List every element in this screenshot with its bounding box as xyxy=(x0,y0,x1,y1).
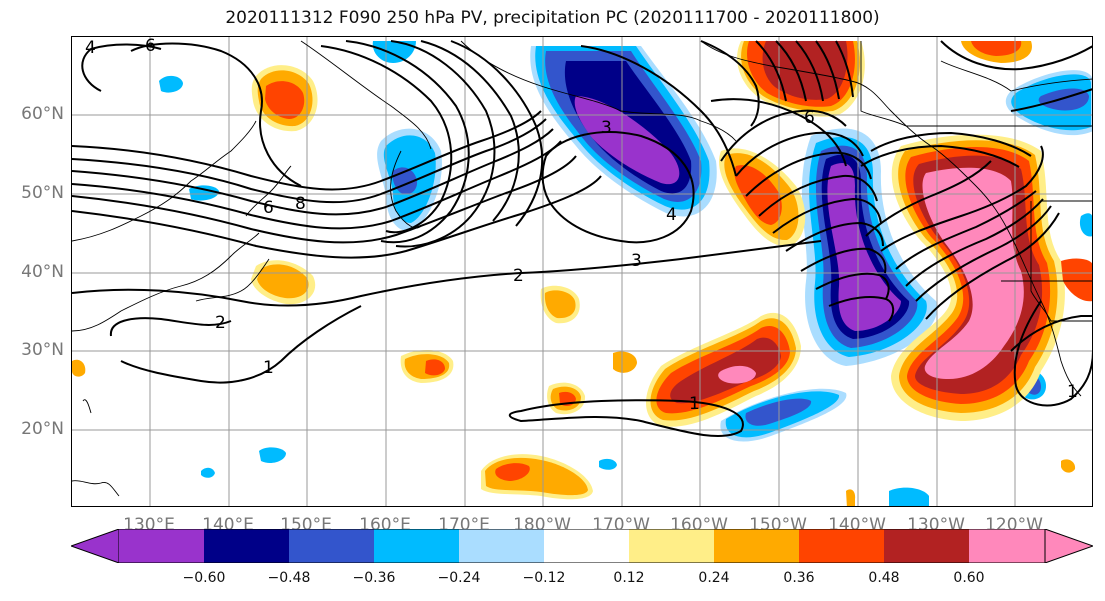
colorbar-tick: −0.36 xyxy=(352,570,396,586)
lat-label-50n: 50°N xyxy=(21,183,64,203)
colorbar-bin xyxy=(119,529,204,563)
coastlines xyxy=(72,40,1092,497)
lat-label-20n: 20°N xyxy=(21,419,64,439)
colorbar-tick: 0.48 xyxy=(868,570,900,586)
contour-label-2-center: 2 xyxy=(513,266,524,286)
colorbar-tick: 0.60 xyxy=(953,570,985,586)
colorbar-tick: 0.36 xyxy=(783,570,815,586)
colorbar-tick: 0.12 xyxy=(613,570,645,586)
map-canvas: 2 3 1 1 2 8 6 4 6 6 3 4 1 xyxy=(72,37,1092,506)
colorbar-bin xyxy=(799,529,884,563)
colorbar-bin xyxy=(459,529,544,563)
colorbar-tick: −0.60 xyxy=(182,570,226,586)
colorbar-tick: −0.24 xyxy=(437,570,481,586)
colorbar-bin xyxy=(629,529,714,563)
contour-label-1-west: 1 xyxy=(263,358,274,378)
colorbar-tick: 0.24 xyxy=(698,570,730,586)
colorbar-extend-low xyxy=(71,529,120,563)
lat-label-30n: 30°N xyxy=(21,340,64,360)
graticule xyxy=(72,37,1092,506)
contour-label-1-sub: 1 xyxy=(689,394,700,414)
colorbar-extend-high xyxy=(1044,529,1093,563)
lat-label-40n: 40°N xyxy=(21,262,64,282)
contour-label-6-nw: 6 xyxy=(145,37,156,56)
contour-label-3-bering: 3 xyxy=(601,118,612,138)
colorbar-tick: −0.12 xyxy=(522,570,566,586)
contour-label-1-east: 1 xyxy=(1067,382,1078,402)
contour-label-6-alaska: 6 xyxy=(804,108,815,128)
contour-label-3-center: 3 xyxy=(631,251,642,271)
contour-label-8: 8 xyxy=(295,194,306,214)
colorbar-bin xyxy=(204,529,289,563)
contour-label-4-bering: 4 xyxy=(666,205,677,225)
precip-shading xyxy=(72,41,1092,506)
colorbar-bin xyxy=(544,529,629,563)
colorbar-svg xyxy=(71,529,1093,563)
pv-contours xyxy=(72,40,1092,437)
map-panel: 2 3 1 1 2 8 6 4 6 6 3 4 1 xyxy=(71,36,1093,507)
colorbar-bin xyxy=(969,529,1045,563)
colorbar-tick: −0.48 xyxy=(267,570,311,586)
colorbar-bin xyxy=(714,529,799,563)
contour-label-group: 2 3 1 1 2 8 6 4 6 6 3 4 1 xyxy=(85,37,1078,414)
colorbar-bin xyxy=(374,529,459,563)
contour-label-4-nw: 4 xyxy=(85,38,96,58)
map-title: 2020111312 F090 250 hPa PV, precipitatio… xyxy=(225,8,880,28)
colorbar-bin xyxy=(884,529,969,563)
colorbar-bin xyxy=(289,529,374,563)
contour-label-6-west: 6 xyxy=(263,198,274,218)
colorbar xyxy=(71,529,1093,563)
lat-label-60n: 60°N xyxy=(21,104,64,124)
contour-label-2-west: 2 xyxy=(215,313,226,333)
